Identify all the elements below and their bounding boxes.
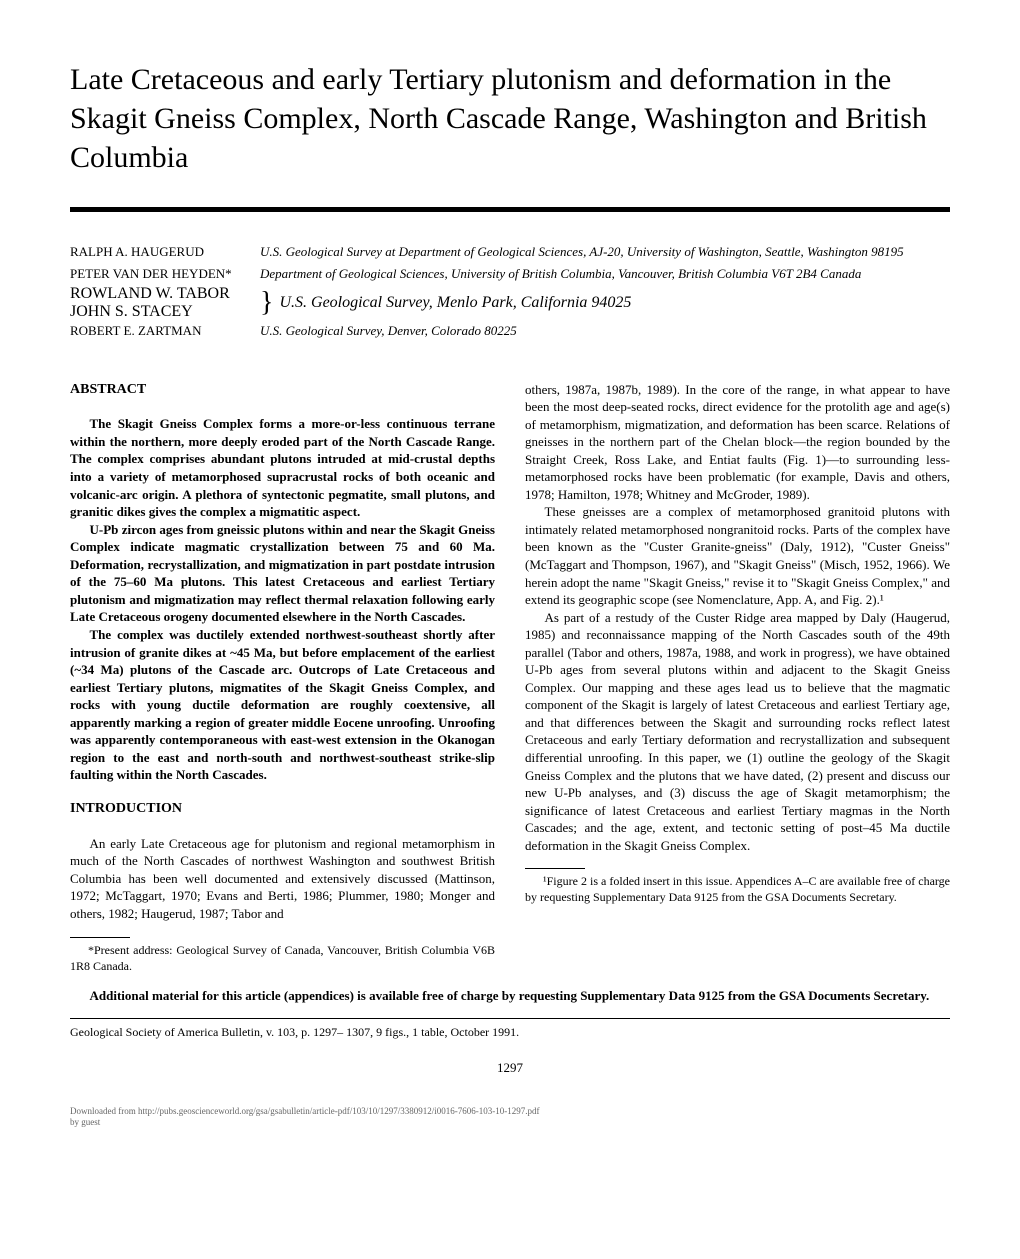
author-name: PETER VAN DER HEYDEN* (70, 264, 260, 284)
author-affiliation: U.S. Geological Survey, Denver, Colorado… (260, 321, 517, 341)
body-paragraph: As part of a restudy of the Custer Ridge… (525, 609, 950, 855)
author-row: ROBERT E. ZARTMAN U.S. Geological Survey… (70, 321, 950, 341)
author-affiliation: Department of Geological Sciences, Unive… (260, 264, 861, 284)
introduction-heading: INTRODUCTION (70, 800, 495, 819)
authors-block: RALPH A. HAUGERUD U.S. Geological Survey… (70, 242, 950, 341)
footnote-rule (70, 937, 130, 938)
author-name: JOHN S. STACEY (70, 303, 260, 321)
author-row: RALPH A. HAUGERUD U.S. Geological Survey… (70, 242, 950, 262)
author-name: ROWLAND W. TABOR (70, 285, 260, 303)
supplementary-note: Additional material for this article (ap… (70, 988, 950, 1004)
footnote-right: ¹Figure 2 is a folded insert in this iss… (525, 873, 950, 905)
author-affiliation: U.S. Geological Survey at Department of … (260, 242, 904, 262)
footnote-left: *Present address: Geological Survey of C… (70, 942, 495, 974)
download-by: by guest (70, 1117, 950, 1128)
citation-line: Geological Society of America Bulletin, … (70, 1025, 950, 1040)
download-url: Downloaded from http://pubs.geosciencewo… (70, 1106, 950, 1117)
title-rule (70, 207, 950, 212)
body-paragraph: others, 1987a, 1987b, 1989). In the core… (525, 381, 950, 504)
right-column: others, 1987a, 1987b, 1989). In the core… (525, 381, 950, 974)
author-row: PETER VAN DER HEYDEN* Department of Geol… (70, 264, 950, 284)
page-number: 1297 (70, 1060, 950, 1076)
abstract-paragraph: The Skagit Gneiss Complex forms a more-o… (70, 415, 495, 520)
download-note: Downloaded from http://pubs.geosciencewo… (70, 1106, 950, 1128)
author-name: ROBERT E. ZARTMAN (70, 321, 260, 341)
body-paragraph: An early Late Cretaceous age for plutoni… (70, 835, 495, 923)
abstract-heading: ABSTRACT (70, 381, 495, 400)
paper-title: Late Cretaceous and early Tertiary pluto… (70, 60, 950, 177)
body-paragraph: These gneisses are a complex of metamorp… (525, 503, 950, 608)
brace-icon: } (260, 289, 273, 317)
author-name: RALPH A. HAUGERUD (70, 242, 260, 262)
left-column: ABSTRACT The Skagit Gneiss Complex forms… (70, 381, 495, 974)
two-column-body: ABSTRACT The Skagit Gneiss Complex forms… (70, 381, 950, 974)
footnote-rule (525, 868, 585, 869)
abstract-paragraph: U-Pb zircon ages from gneissic plutons w… (70, 521, 495, 626)
author-affiliation: U.S. Geological Survey, Menlo Park, Cali… (279, 294, 631, 312)
author-bracket-row: ROWLAND W. TABOR JOHN S. STACEY } U.S. G… (70, 285, 950, 321)
abstract-body: The Skagit Gneiss Complex forms a more-o… (70, 415, 495, 783)
citation-rule (70, 1018, 950, 1019)
abstract-paragraph: The complex was ductilely extended north… (70, 626, 495, 784)
